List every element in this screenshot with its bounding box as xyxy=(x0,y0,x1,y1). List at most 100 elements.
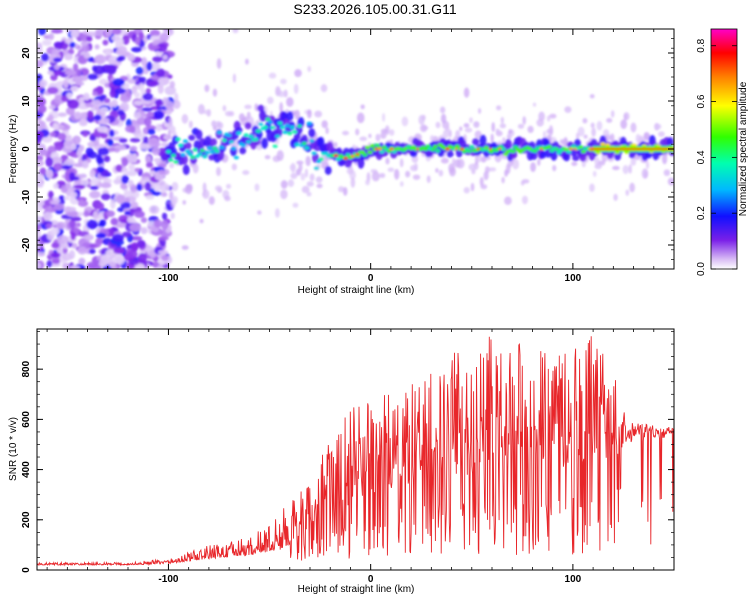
spectrogram-noise-blob xyxy=(92,210,99,221)
spectrogram-trace-core xyxy=(231,146,237,151)
spectrogram-noise-blob xyxy=(152,56,163,63)
spectrogram-trace-halo xyxy=(572,155,580,162)
spectrogram-trace-halo xyxy=(612,140,620,147)
spectrogram-scatter-blob xyxy=(463,87,470,98)
spectrogram-noise-blob xyxy=(93,140,100,147)
spectrogram-scatter-blob xyxy=(359,136,368,142)
spectrogram-noise-blob xyxy=(103,155,111,163)
spectrogram-scatter-blob xyxy=(663,169,671,177)
spectrogram-trace-core xyxy=(292,130,298,134)
spectrogram-trace-peak xyxy=(569,147,574,151)
spectrogram-scatter-blob xyxy=(455,129,461,139)
spectrogram-noise-blob xyxy=(70,216,82,222)
spectrogram-scatter-blob xyxy=(625,189,630,196)
spectrogram-scatter-blob xyxy=(590,122,595,129)
spectrogram-scatter-blob xyxy=(181,114,189,124)
spectrogram-noise-blob xyxy=(113,178,121,185)
spectrogram-scatter-blob xyxy=(596,120,603,131)
spectrogram-noise-blob xyxy=(113,247,125,255)
spectrogram-scatter-blob xyxy=(520,180,525,186)
spectrogram-noise-blob xyxy=(145,88,151,94)
spectrogram-noise-blob xyxy=(148,137,160,148)
spectrogram-trace-core xyxy=(500,147,506,152)
spectrogram-trace-tail-peak xyxy=(645,148,652,150)
spectrogram-noise-blob xyxy=(99,106,109,113)
spectrogram-scatter-blob xyxy=(418,114,425,126)
snr-y-tick-label: 800 xyxy=(21,360,32,377)
spectrogram-noise-blob xyxy=(94,114,102,121)
spectrogram-noise-blob xyxy=(79,199,85,207)
spectrogram-trace-core xyxy=(423,147,429,151)
spectrogram-trace-core xyxy=(216,130,223,135)
spectrogram-noise-blob xyxy=(37,173,45,182)
spectrogram-scatter-blob xyxy=(197,104,205,115)
spectrogram-scatter-blob xyxy=(232,29,239,34)
spectrogram-noise-blob xyxy=(156,68,165,78)
chart-title: S233.2026.105.00.31.G11 xyxy=(293,1,457,17)
spectrogram-noise-blob xyxy=(103,49,112,56)
spectrogram-noise-blob xyxy=(147,128,156,135)
spectrogram-noise-blob xyxy=(115,223,127,228)
spectrogram-noise-blob xyxy=(73,111,82,120)
spectrogram-scatter-blob xyxy=(202,182,207,193)
spectrogram-scatter-blob xyxy=(477,108,482,114)
colorbar-tick-label: 0.4 xyxy=(696,150,707,164)
spectrogram-scatter-blob xyxy=(204,84,210,93)
spectrogram-trace-core xyxy=(296,124,303,128)
spectrogram-noise-blob xyxy=(37,199,45,207)
spectrogram-scatter-blob xyxy=(294,69,302,78)
spectrogram-noise-blob xyxy=(149,45,160,50)
spectrogram-noise-blob xyxy=(133,210,145,218)
spectrogram-trace-core xyxy=(510,149,516,154)
spectrogram-trace-core xyxy=(190,155,196,160)
spectrogram-trace-core xyxy=(554,147,560,151)
spectrogram-trace-peak xyxy=(445,147,450,151)
spectrogram-trace-core xyxy=(187,152,193,157)
spectrogram-scatter-blob xyxy=(564,106,572,113)
spectrogram-noise-blob xyxy=(144,116,152,127)
spectrogram-noise-blob xyxy=(158,169,166,175)
spectrogram-noise-blob xyxy=(162,54,168,61)
spectrogram-trace-core xyxy=(469,145,475,149)
spectrogram-trace-halo xyxy=(180,154,188,165)
spectrogram-scatter-blob xyxy=(280,189,288,200)
spectrogram-scatter-blob xyxy=(552,164,557,172)
spectrogram-trace-core xyxy=(369,144,375,148)
spectrogram-noise-blob xyxy=(94,44,100,50)
spectrogram-scatter-blob xyxy=(184,184,193,195)
spectrogram-scatter-blob xyxy=(517,123,525,129)
spectrogram-noise-blob xyxy=(51,29,63,34)
spectrogram-scatter-blob xyxy=(542,130,547,139)
spectrogram-noise-blob xyxy=(110,86,116,93)
spectrogram-noise-blob xyxy=(114,87,126,95)
spectrogram-scatter-blob xyxy=(645,161,650,169)
spectrogram-scatter-blob xyxy=(169,80,175,89)
spectrogram-trace-core xyxy=(284,123,290,128)
spectrogram-noise-blob xyxy=(86,261,98,269)
spectrogram-scatter-blob xyxy=(300,172,306,181)
spectrogram-noise-blob xyxy=(37,229,41,239)
spectrogram-scatter-blob xyxy=(463,123,470,128)
spectrogram-scatter-blob xyxy=(630,158,637,166)
spectrogram-noise-blob xyxy=(87,73,99,80)
spectrogram-trace-core xyxy=(386,149,392,153)
spectrogram-x-tick-label: 0 xyxy=(368,273,374,284)
spectrogram-noise-blob xyxy=(129,145,138,152)
spectrogram-trace-core xyxy=(197,152,203,157)
spectrogram-scatter-blob xyxy=(375,133,381,142)
spectrogram-trace-halo xyxy=(204,135,212,146)
spectrogram-scatter-blob xyxy=(168,117,173,127)
spectrogram-noise-blob xyxy=(115,256,125,265)
spectrogram-noise-blob xyxy=(165,101,174,110)
spectrogram-scatter-blob xyxy=(474,130,482,139)
spectrogram-noise-blob xyxy=(117,109,125,116)
spectrogram-scatter-blob xyxy=(316,183,323,189)
spectrogram-scatter-blob xyxy=(641,168,649,179)
spectrogram-noise-blob xyxy=(148,205,160,215)
spectrogram-noise-blob xyxy=(87,56,95,62)
spectrogram-scatter-blob xyxy=(245,58,249,65)
spectrogram-y-tick-label: -10 xyxy=(21,189,32,204)
spectrogram-scatter-blob xyxy=(305,155,311,167)
spectrogram-trace-halo xyxy=(317,136,325,148)
spectrogram-noise-blob xyxy=(95,237,102,248)
